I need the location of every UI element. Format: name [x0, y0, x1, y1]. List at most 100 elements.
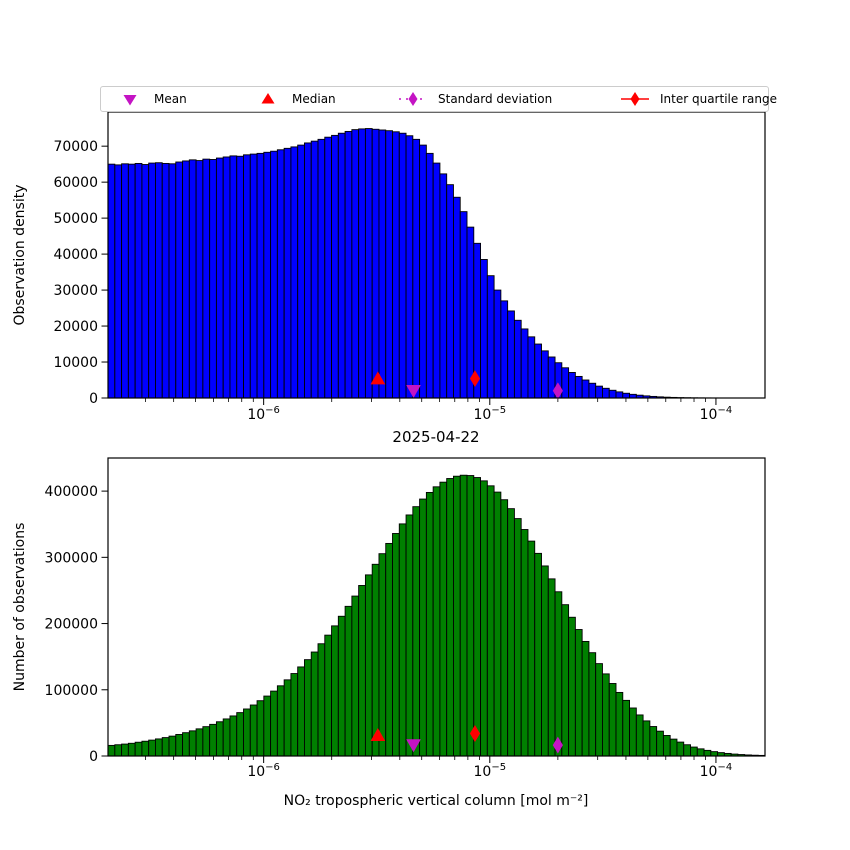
- histogram-bar: [602, 673, 610, 757]
- histogram-bar: [419, 144, 427, 399]
- y-tick-label: 300000: [45, 550, 98, 566]
- histogram-bar: [297, 144, 305, 399]
- histogram-bar: [432, 162, 441, 399]
- histogram-bar: [696, 748, 705, 757]
- histogram-bar: [541, 350, 549, 399]
- histogram-bar: [710, 751, 719, 757]
- histogram-bar: [371, 563, 380, 757]
- histogram-bar: [148, 162, 156, 399]
- histogram-bar: [507, 508, 515, 757]
- histogram-bar: [351, 595, 360, 757]
- histogram-bar: [649, 726, 658, 757]
- histogram-bar: [195, 160, 204, 399]
- histogram-bar: [622, 699, 631, 757]
- histogram-bar: [432, 486, 441, 757]
- histogram-bar: [263, 695, 272, 757]
- histogram-bar: [385, 130, 393, 399]
- histogram-bar: [371, 128, 380, 399]
- histogram-bar: [568, 372, 576, 399]
- histogram-bar: [243, 154, 251, 399]
- histogram-bar: [622, 392, 631, 399]
- histogram-bar: [602, 387, 610, 399]
- x-tick-label: 10−6: [247, 405, 280, 423]
- iqr-marker-icon: [621, 92, 649, 106]
- median-marker: [370, 371, 386, 385]
- histogram-bar: [608, 683, 617, 757]
- x-tick-label: 10−6: [247, 762, 280, 780]
- histogram-bar: [134, 162, 143, 399]
- histogram-bar: [662, 735, 671, 757]
- histogram-bar: [595, 385, 603, 399]
- histogram-bar: [378, 553, 387, 757]
- histogram-bar: [527, 540, 536, 757]
- histogram-bar: [270, 150, 278, 399]
- y-tick-label: 10000: [53, 355, 98, 371]
- histogram-bar: [466, 475, 475, 757]
- histogram-bar: [229, 715, 238, 757]
- std-marker: [552, 736, 563, 754]
- y-tick-label: 40000: [53, 247, 98, 263]
- top-axes-decorations: 0 10000 20000 30000 40000 50000 60000 70000 10−6…: [53, 111, 766, 423]
- histogram-bar: [127, 742, 136, 757]
- histogram-bar: [364, 574, 373, 757]
- histogram-bar: [493, 289, 502, 399]
- histogram-bar: [310, 651, 319, 757]
- histogram-bar: [256, 152, 265, 399]
- histogram-bar: [574, 375, 583, 399]
- histogram-bar: [182, 732, 190, 757]
- histogram-bar: [141, 164, 150, 399]
- histogram-bar: [547, 578, 556, 757]
- histogram-bar: [270, 690, 278, 757]
- histogram-bar: [209, 723, 217, 757]
- histogram-bar: [561, 367, 570, 399]
- y-tick-label: 0: [89, 749, 98, 765]
- histogram-bar: [358, 585, 366, 757]
- histogram-bar: [304, 659, 312, 757]
- histogram-bar: [134, 741, 143, 757]
- histogram-bar: [155, 162, 163, 399]
- histogram-bar: [310, 140, 319, 399]
- histogram-bar: [554, 591, 563, 757]
- histogram-bar: [236, 712, 244, 757]
- y-tick-label: 50000: [53, 211, 98, 227]
- histogram-bar: [249, 704, 258, 757]
- histogram-bar: [473, 477, 481, 757]
- histogram-bar: [121, 743, 129, 757]
- histogram-bar: [683, 744, 691, 757]
- histogram-bar: [256, 700, 265, 757]
- histogram-bar: [446, 184, 454, 399]
- histogram-bar: [324, 136, 332, 399]
- histogram-bar: [439, 481, 448, 757]
- histogram-bar: [202, 158, 211, 399]
- histogram-bar: [486, 275, 495, 399]
- histogram-bar: [243, 708, 251, 757]
- histogram-bar: [412, 138, 421, 399]
- histogram-bar: [175, 734, 183, 757]
- mean-marker-icon: [123, 95, 137, 106]
- histogram-bar: [148, 739, 156, 757]
- x-tick-label: 10−5: [474, 405, 507, 423]
- histogram-bar: [513, 319, 522, 399]
- histogram-bar: [466, 226, 475, 399]
- legend-label-iqr: Inter quartile range: [660, 92, 777, 106]
- histogram-bar: [425, 152, 434, 399]
- histogram-bar: [276, 149, 285, 399]
- histogram-bar: [534, 343, 542, 399]
- histogram-bar: [236, 155, 244, 399]
- histogram-bar: [588, 382, 597, 399]
- histogram-bar: [534, 552, 542, 757]
- histogram-bar: [276, 685, 285, 757]
- y-tick-label: 100000: [45, 683, 98, 699]
- histogram-bar: [215, 721, 224, 757]
- axes-frame: [107, 457, 766, 757]
- histogram-bar: [378, 129, 387, 399]
- legend-item-mean: Mean: [115, 87, 187, 111]
- histogram-bar: [412, 506, 421, 757]
- legend-label-median: Median: [292, 92, 336, 106]
- histogram-bar: [439, 173, 448, 399]
- histogram-bar: [581, 379, 590, 399]
- top-histogram: [107, 128, 752, 399]
- histogram-bar: [222, 156, 231, 399]
